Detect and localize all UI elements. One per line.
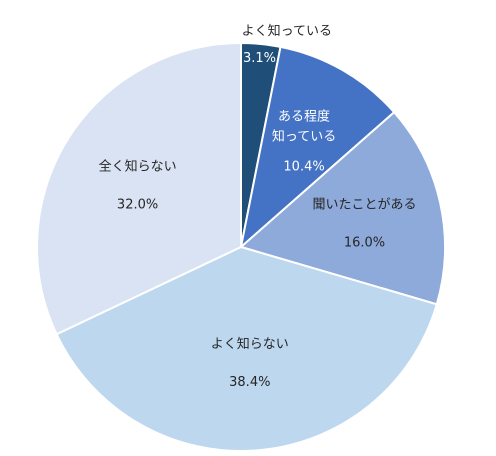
slice-label-1: よく知っている (242, 23, 332, 39)
slice-value-3: 16.0% (344, 236, 385, 251)
slice-label-2-line-1: ある程度 (278, 108, 330, 124)
slice-value-4: 38.4% (229, 375, 270, 390)
slice-value-1: 3.1% (243, 51, 276, 66)
slice-label-5: 全く知らない (99, 159, 177, 175)
pie-slice-5 (36, 41, 242, 336)
slice-label-4: よく知らない (211, 336, 289, 352)
pie-slice-2 (239, 45, 396, 250)
pie-slice-3 (238, 110, 446, 306)
slice-value-2: 10.4% (283, 159, 324, 174)
pie-slice-4 (55, 245, 439, 452)
pie-slices (36, 41, 446, 452)
slice-label-2-line-2: 知っている (272, 128, 336, 144)
slice-label-3: 聞いたことがある (312, 198, 416, 213)
slice-value-5: 32.0% (117, 198, 158, 213)
